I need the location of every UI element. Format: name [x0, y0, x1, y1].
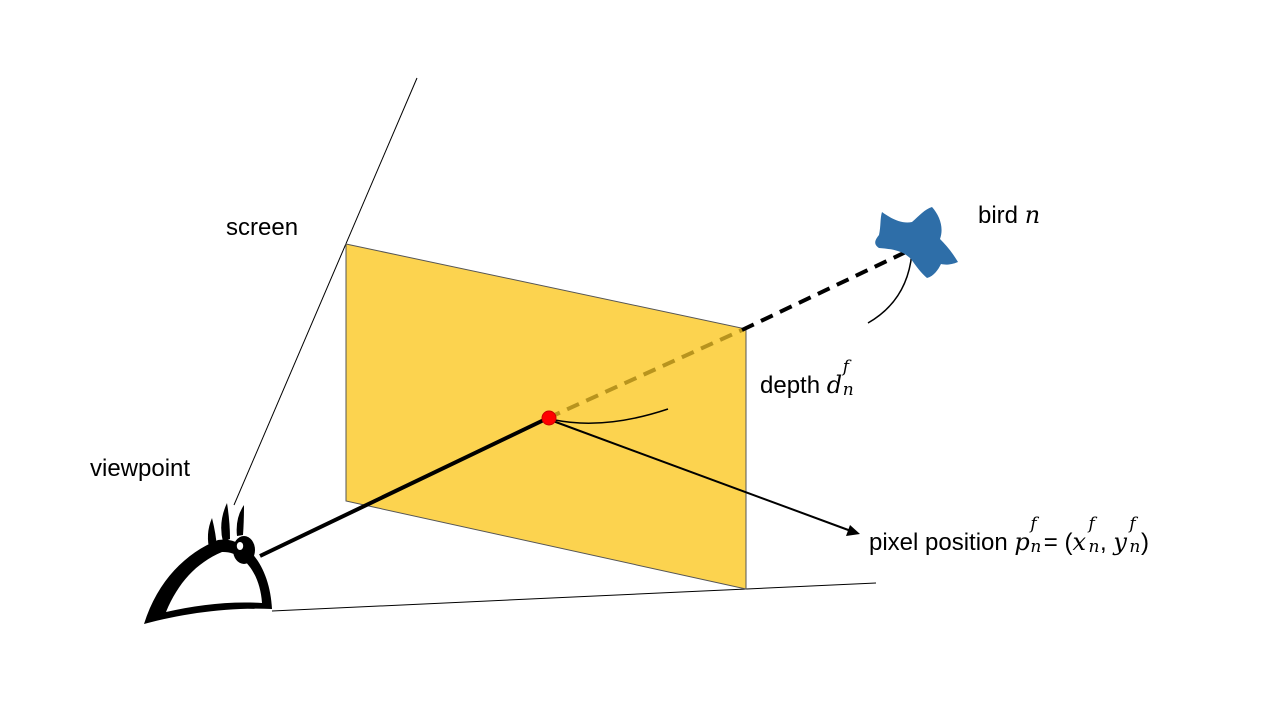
p-var: p [1014, 528, 1030, 556]
y-var: y [1113, 528, 1127, 556]
frustum-top-line [233, 77, 418, 506]
equals-open: = ( [1043, 529, 1073, 556]
pixel-pointer-arrowhead [846, 525, 860, 536]
viewpoint-label: viewpoint [90, 455, 191, 482]
bird-index-var: n [1024, 201, 1041, 229]
depth-sub: n [842, 380, 854, 400]
x-sup: f [1088, 514, 1095, 534]
y-sup: f [1129, 514, 1136, 534]
y-sub: n [1129, 537, 1141, 557]
pixel-position-prefix: pixel position [869, 529, 1015, 556]
p-sup: f [1030, 514, 1037, 534]
x-sub: n [1088, 537, 1100, 557]
screen-label: screen [226, 214, 299, 241]
depth-ray-inside [547, 328, 743, 420]
sight-ray [259, 416, 549, 558]
bird-callout-curve [867, 251, 913, 324]
pixel-pointer-line [552, 420, 852, 532]
x-var: x [1072, 528, 1087, 556]
pixel-position-label: pixel position p f n = (x f n, y f n) [869, 516, 1149, 557]
depth-var: d [826, 371, 843, 399]
comma: , [1100, 529, 1114, 556]
eye-icon [144, 503, 272, 624]
depth-label-prefix: depth [760, 372, 827, 399]
depth-ray-outside [741, 248, 911, 332]
bird-label-prefix: bird [978, 202, 1025, 229]
projected-point [541, 410, 557, 426]
depth-callout-curve [554, 408, 669, 424]
bird-icon [875, 207, 958, 278]
depth-sup: f [842, 357, 850, 377]
frustum-bottom-line [271, 582, 877, 612]
bird-label: bird n [978, 203, 1040, 228]
p-sub: n [1030, 537, 1042, 557]
close-paren: ) [1140, 529, 1149, 556]
